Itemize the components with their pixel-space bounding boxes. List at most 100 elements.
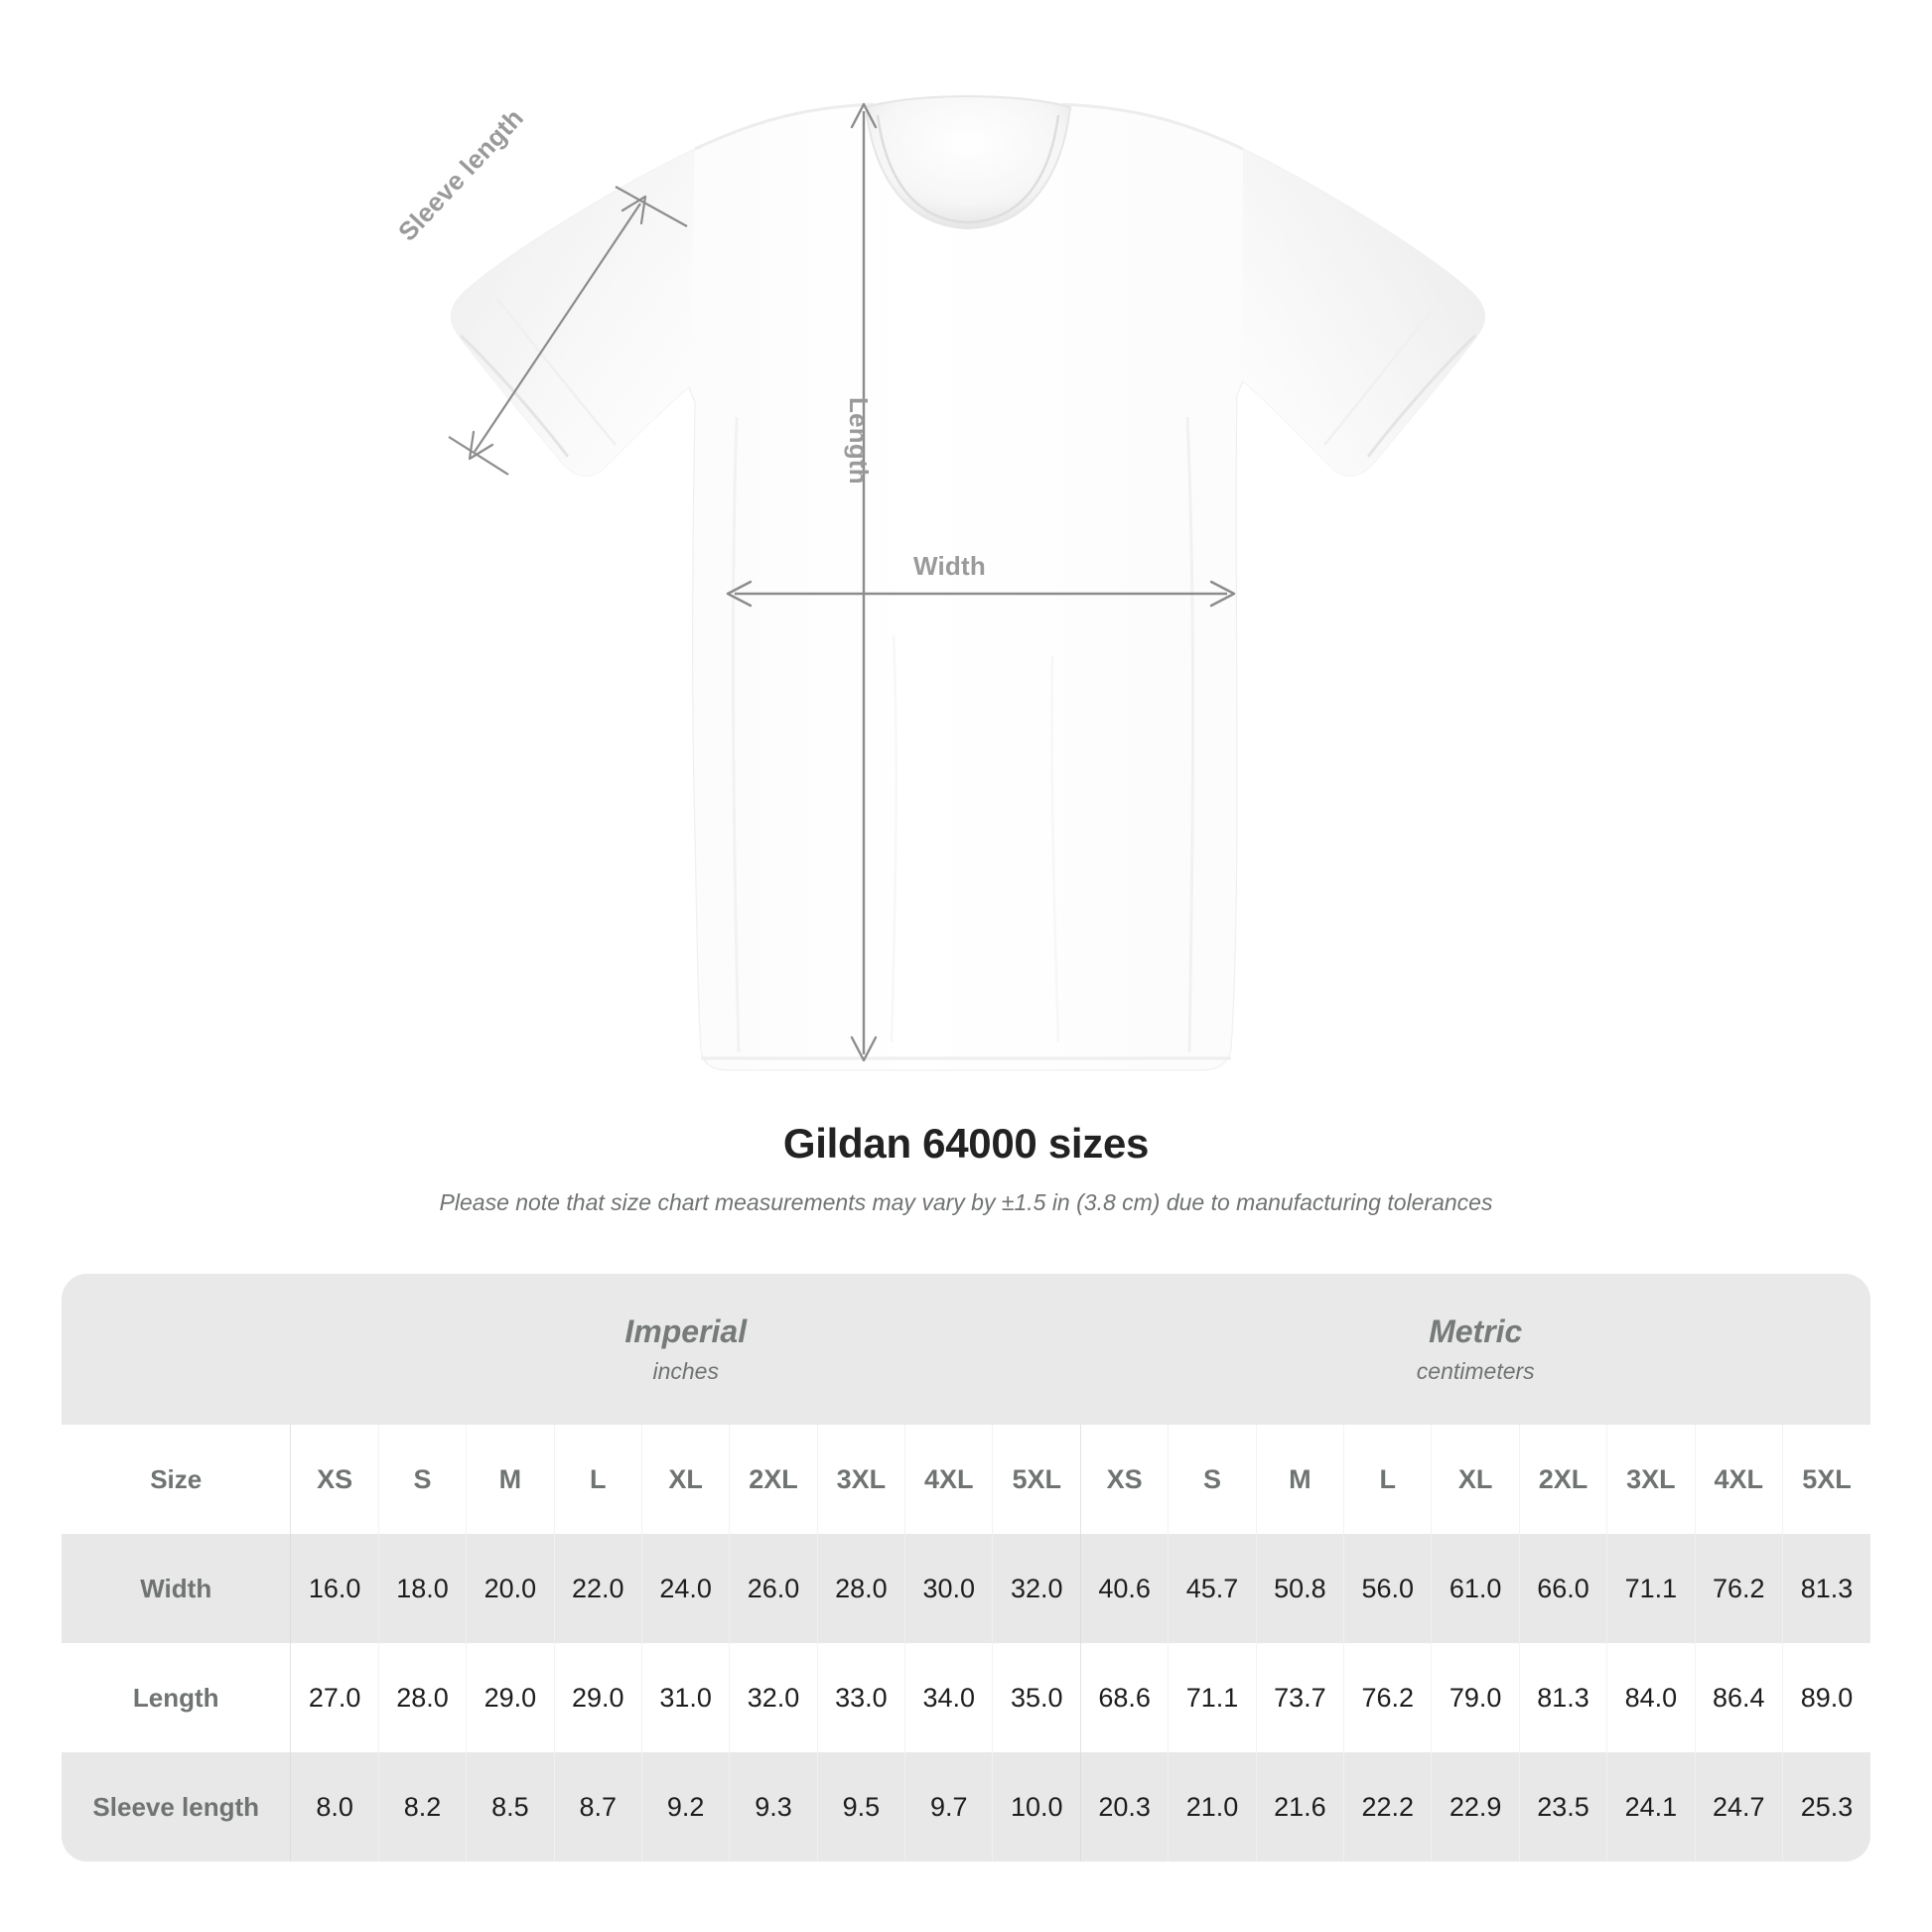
sleeve-imperial-xl: 9.2 [640, 1752, 730, 1862]
unit-imperial-name: Imperial [624, 1313, 748, 1350]
width-arrow-right [1209, 580, 1236, 608]
width-imperial-4xl: 30.0 [904, 1534, 993, 1643]
length-metric-2xl: 81.3 [1518, 1643, 1607, 1752]
width-metric-l: 56.0 [1343, 1534, 1432, 1643]
length-imperial-l: 29.0 [553, 1643, 642, 1752]
tshirt-collar [864, 94, 1072, 230]
unit-imperial-sub: inches [652, 1357, 719, 1384]
width-imperial-3xl: 28.0 [816, 1534, 905, 1643]
width-imperial-xs: 16.0 [290, 1534, 379, 1643]
sleeve-imperial-3xl: 9.5 [816, 1752, 905, 1862]
sleeve-imperial-l: 8.7 [553, 1752, 642, 1862]
width-imperial-2xl: 26.0 [729, 1534, 818, 1643]
unit-corner-cell [62, 1274, 291, 1425]
unit-header-row: Imperial inches Metric centimeters [62, 1274, 1870, 1425]
length-imperial-4xl: 34.0 [904, 1643, 993, 1752]
size-header-row: Size XS S M L XL 2XL 3XL 4XL 5XL XS S M … [62, 1425, 1870, 1534]
length-metric-5xl: 89.0 [1781, 1643, 1870, 1752]
unit-group-imperial: Imperial inches [290, 1274, 1081, 1425]
sleeve-metric-4xl: 24.7 [1694, 1752, 1783, 1862]
sleeve-metric-l: 22.2 [1343, 1752, 1432, 1862]
sleeve-arrow-bottom [468, 430, 494, 461]
width-arrow-left [726, 580, 753, 608]
size-header-imperial-2xl: 2XL [729, 1425, 818, 1534]
tshirt-graphic [448, 94, 1486, 1071]
tshirt-image [448, 94, 1486, 1071]
length-metric-3xl: 84.0 [1606, 1643, 1696, 1752]
row-label-size: Size [62, 1425, 291, 1534]
tshirt-fold-left [731, 416, 741, 1053]
size-header-metric-2xl: 2XL [1518, 1425, 1607, 1534]
size-header-metric-s: S [1168, 1425, 1257, 1534]
size-header-metric-3xl: 3XL [1606, 1425, 1696, 1534]
tshirt-fold-right [1185, 416, 1194, 1053]
length-imperial-s: 28.0 [377, 1643, 467, 1752]
width-metric-xl: 61.0 [1431, 1534, 1520, 1643]
unit-group-metric: Metric centimeters [1080, 1274, 1870, 1425]
tshirt-fold-center-right [1050, 654, 1060, 1043]
length-imperial-m: 29.0 [466, 1643, 555, 1752]
sleeve-tick-top [615, 186, 688, 227]
size-chart-table: Imperial inches Metric centimeters Size … [62, 1274, 1870, 1862]
length-arrow-top [850, 102, 878, 129]
sleeve-measure-line [474, 203, 641, 453]
size-header-metric-5xl: 5XL [1781, 1425, 1870, 1534]
tshirt-right-sleeve [1243, 149, 1485, 477]
tshirt-left-sleeve-fold [495, 297, 617, 446]
tshirt-right-shoulder-seam [1061, 102, 1244, 151]
sleeve-metric-s: 21.0 [1168, 1752, 1257, 1862]
width-metric-s: 45.7 [1168, 1534, 1257, 1643]
width-imperial-m: 20.0 [466, 1534, 555, 1643]
table-row-sleeve-length: Sleeve length 8.0 8.2 8.5 8.7 9.2 9.3 9.… [62, 1752, 1870, 1862]
chart-title-block: Gildan 64000 sizes Please note that size… [0, 1120, 1932, 1216]
row-label-width: Width [62, 1534, 291, 1643]
tshirt-fold-center-left [890, 634, 897, 1043]
length-imperial-2xl: 32.0 [729, 1643, 818, 1752]
width-metric-5xl: 81.3 [1781, 1534, 1870, 1643]
width-metric-2xl: 66.0 [1518, 1534, 1607, 1643]
length-imperial-5xl: 35.0 [992, 1643, 1081, 1752]
width-metric-xs: 40.6 [1079, 1534, 1169, 1643]
tshirt-right-sleeve-hem [1366, 334, 1477, 458]
sleeve-metric-xl: 22.9 [1431, 1752, 1520, 1862]
tolerance-note: Please note that size chart measurements… [439, 1189, 1493, 1215]
size-header-metric-xl: XL [1431, 1425, 1520, 1534]
length-imperial-3xl: 33.0 [816, 1643, 905, 1752]
sleeve-imperial-2xl: 9.3 [729, 1752, 818, 1862]
width-imperial-xl: 24.0 [640, 1534, 730, 1643]
size-header-imperial-l: L [553, 1425, 642, 1534]
row-label-length: Length [62, 1643, 291, 1752]
length-metric-m: 73.7 [1255, 1643, 1344, 1752]
width-metric-4xl: 76.2 [1694, 1534, 1783, 1643]
sleeve-metric-3xl: 24.1 [1606, 1752, 1696, 1862]
unit-metric-sub: centimeters [1416, 1357, 1535, 1384]
size-header-metric-4xl: 4XL [1694, 1425, 1783, 1534]
tshirt-illustration: Sleeve length Length Width [392, 94, 1486, 1071]
unit-metric-name: Metric [1429, 1313, 1523, 1350]
length-label: Length [844, 397, 874, 484]
table-row-length: Length 27.0 28.0 29.0 29.0 31.0 32.0 33.… [62, 1643, 1870, 1752]
size-header-metric-m: M [1255, 1425, 1344, 1534]
sleeve-metric-xs: 20.3 [1079, 1752, 1169, 1862]
width-metric-m: 50.8 [1255, 1534, 1344, 1643]
length-metric-xl: 79.0 [1431, 1643, 1520, 1752]
size-header-imperial-5xl: 5XL [992, 1425, 1081, 1534]
size-header-metric-l: L [1343, 1425, 1432, 1534]
width-imperial-5xl: 32.0 [992, 1534, 1081, 1643]
page-title: Gildan 64000 sizes [782, 1120, 1150, 1167]
sleeve-arrow-top [621, 195, 647, 225]
size-header-imperial-3xl: 3XL [816, 1425, 905, 1534]
sleeve-tick-bottom [448, 436, 509, 476]
sleeve-imperial-5xl: 10.0 [992, 1752, 1081, 1862]
width-label: Width [913, 551, 986, 581]
length-metric-xs: 68.6 [1079, 1643, 1169, 1752]
size-chart-table-container: Imperial inches Metric centimeters Size … [62, 1274, 1870, 1862]
length-imperial-xl: 31.0 [640, 1643, 730, 1752]
size-header-imperial-s: S [377, 1425, 467, 1534]
width-metric-3xl: 71.1 [1606, 1534, 1696, 1643]
length-metric-l: 76.2 [1343, 1643, 1432, 1752]
tshirt-right-sleeve-fold [1323, 297, 1443, 446]
length-metric-s: 71.1 [1168, 1643, 1257, 1752]
size-header-imperial-4xl: 4XL [904, 1425, 993, 1534]
sleeve-metric-2xl: 23.5 [1518, 1752, 1607, 1862]
